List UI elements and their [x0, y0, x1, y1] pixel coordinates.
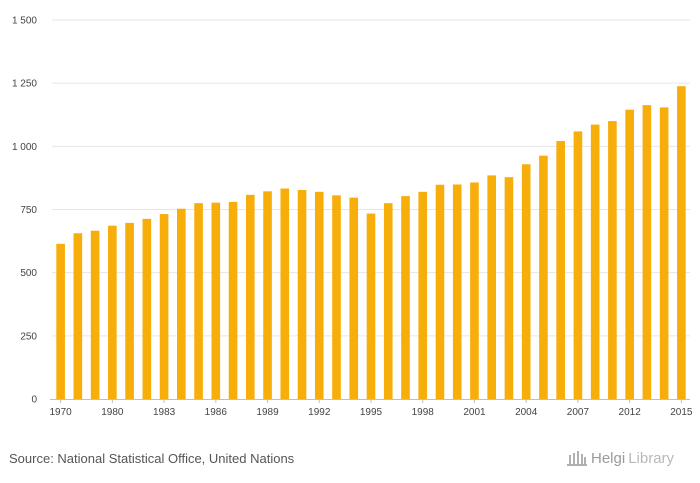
bar	[366, 213, 376, 399]
x-tick-label: 2004	[515, 407, 538, 418]
bar	[659, 107, 669, 400]
bar	[194, 203, 203, 399]
bar	[573, 131, 583, 399]
bar	[608, 121, 617, 399]
y-tick-label: 0	[31, 395, 37, 406]
bar	[435, 184, 445, 399]
bar	[642, 105, 652, 400]
bar	[504, 177, 514, 399]
bar	[332, 195, 341, 399]
x-tick-label: 2007	[567, 407, 590, 418]
bar	[211, 202, 221, 399]
bar	[314, 191, 324, 399]
bar	[56, 243, 65, 399]
x-tick-label: 1998	[412, 407, 435, 418]
x-tick-label: 1989	[256, 407, 279, 418]
bar	[263, 191, 272, 399]
bar	[177, 208, 186, 399]
y-tick-label: 500	[20, 268, 37, 279]
bar	[245, 194, 255, 399]
bars	[56, 86, 686, 400]
bar	[418, 191, 428, 399]
bar	[73, 233, 83, 399]
x-tick-label: 1986	[205, 407, 228, 418]
logo-text-library: Library	[628, 449, 675, 467]
bar	[349, 197, 359, 399]
y-tick-label: 750	[20, 205, 37, 216]
x-tick-label: 2015	[670, 407, 693, 418]
bar	[452, 184, 462, 399]
bar	[90, 230, 100, 399]
logo-text-helgi: Helgi	[591, 449, 626, 467]
bar	[383, 203, 393, 399]
x-tick-label: 1992	[308, 407, 331, 418]
bar	[228, 201, 238, 399]
x-tick-label: 1970	[49, 407, 72, 418]
bar	[125, 222, 134, 399]
grid-lines	[52, 19, 690, 337]
x-tick-label: 1995	[360, 407, 383, 418]
bar	[625, 109, 634, 399]
bar	[677, 86, 686, 399]
bar	[556, 141, 565, 399]
source-note: Source: National Statistical Office, Uni…	[9, 451, 295, 466]
bar	[297, 190, 307, 399]
x-tick-label: 1983	[153, 407, 176, 418]
bar	[590, 124, 600, 399]
bar	[401, 196, 410, 399]
axes: 0 250 500 750 1 000 1 250 1 500 1970 1980 1983 198…	[12, 16, 693, 419]
bar	[487, 175, 497, 399]
bar	[521, 164, 531, 399]
x-tick-label: 2012	[619, 407, 642, 418]
bar	[108, 225, 117, 399]
y-tick-label: 1 500	[12, 16, 37, 27]
bar	[159, 214, 169, 399]
x-tick-label: 1980	[101, 407, 124, 418]
helgi-library-logo: Helgi Library	[566, 449, 674, 467]
y-tick-label: 1 000	[12, 142, 37, 153]
y-tick-label: 250	[20, 331, 37, 342]
bar	[539, 155, 548, 399]
bar	[470, 182, 479, 399]
bar	[280, 188, 290, 399]
y-tick-label: 1 250	[12, 79, 37, 90]
library-building-icon	[567, 451, 587, 466]
x-tick-label: 2001	[463, 407, 486, 418]
bar	[142, 218, 152, 399]
